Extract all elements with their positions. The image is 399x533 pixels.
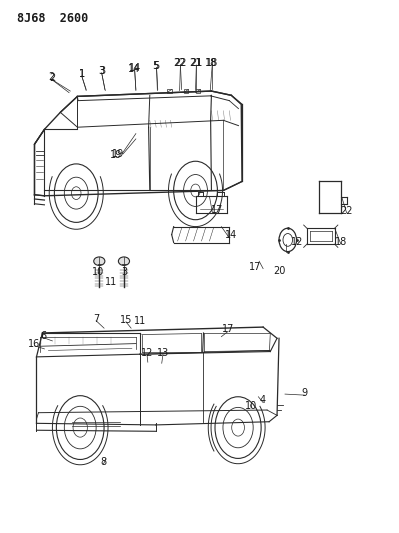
- Text: 3: 3: [121, 267, 127, 277]
- Bar: [167, 89, 172, 93]
- Text: 5: 5: [154, 61, 160, 70]
- Text: 7: 7: [93, 313, 99, 324]
- Ellipse shape: [94, 257, 105, 265]
- Text: 11: 11: [105, 278, 117, 287]
- Text: 9: 9: [302, 388, 308, 398]
- Text: 14: 14: [225, 230, 237, 240]
- Text: 10: 10: [245, 401, 257, 411]
- Text: 14: 14: [128, 64, 140, 74]
- Text: 17: 17: [211, 205, 223, 215]
- Text: 2: 2: [49, 73, 55, 83]
- Text: 3: 3: [99, 66, 105, 76]
- Text: 4: 4: [260, 395, 266, 406]
- Text: 8: 8: [100, 457, 107, 467]
- Bar: [196, 89, 200, 93]
- Text: 17: 17: [222, 324, 234, 334]
- Text: 18: 18: [334, 237, 347, 247]
- Text: 10: 10: [92, 267, 104, 277]
- Text: 12: 12: [291, 237, 303, 247]
- Text: 17: 17: [249, 262, 261, 271]
- Text: 19: 19: [112, 149, 124, 159]
- Ellipse shape: [119, 257, 130, 265]
- Text: 3: 3: [99, 66, 105, 76]
- Text: 16: 16: [28, 338, 41, 349]
- Text: 12: 12: [141, 348, 153, 358]
- Text: 19: 19: [110, 150, 122, 160]
- Text: 21: 21: [190, 58, 203, 68]
- Text: 22: 22: [174, 58, 187, 68]
- Text: 13: 13: [157, 348, 169, 358]
- Text: 20: 20: [273, 266, 285, 276]
- Text: 1: 1: [79, 69, 85, 79]
- Text: 18: 18: [206, 58, 218, 68]
- Text: 22: 22: [174, 59, 186, 68]
- Text: 11: 11: [134, 316, 146, 326]
- Text: 6: 6: [41, 330, 47, 341]
- Text: 15: 15: [120, 314, 132, 325]
- Text: 18: 18: [205, 59, 217, 68]
- Bar: [184, 89, 188, 93]
- Text: 22: 22: [340, 206, 353, 216]
- Text: 5: 5: [153, 61, 159, 71]
- Text: 2: 2: [48, 72, 55, 82]
- Text: 14: 14: [128, 63, 141, 73]
- Text: 1: 1: [79, 69, 85, 79]
- Text: 21: 21: [190, 59, 202, 68]
- Text: 8J68  2600: 8J68 2600: [17, 12, 88, 26]
